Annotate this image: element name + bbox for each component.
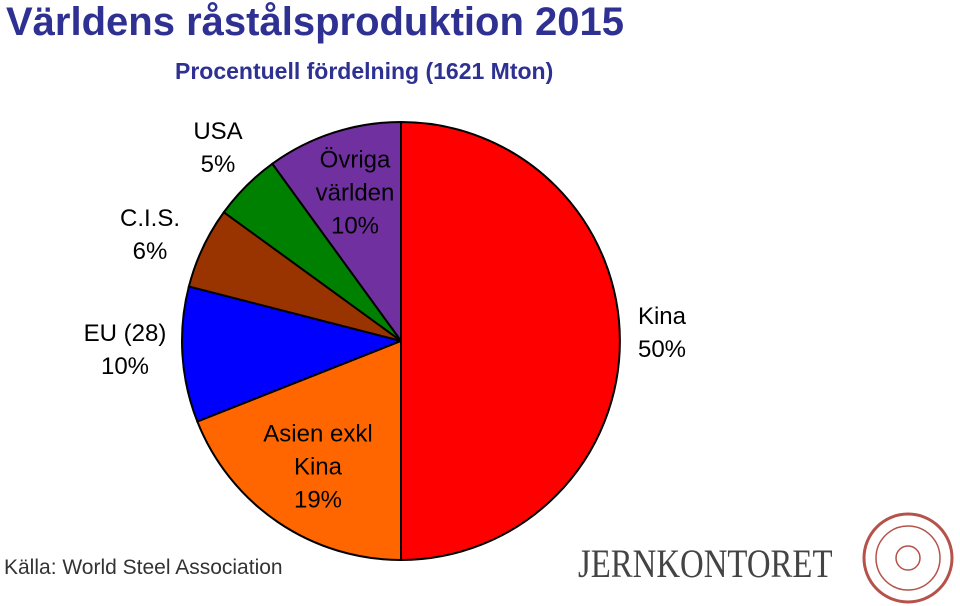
slice-label: EU (28) 10% [70, 317, 180, 383]
pie-slice [196, 339, 402, 562]
pie-slice [270, 120, 402, 345]
pie-slice [400, 120, 621, 562]
seal [862, 512, 954, 604]
slice-label: Övriga världen 10% [305, 144, 405, 243]
slice-name: Asien exkl Kina [263, 420, 373, 481]
slice-name: EU (28) [83, 320, 167, 347]
slice-value-label: 10% [330, 212, 380, 240]
slice-value-label: 10% [100, 353, 150, 380]
chart-subtitle: Procentuell fördelning (1621 Mton) [175, 58, 554, 84]
chart-title: Världens råstålsproduktion 2015 [6, 0, 625, 44]
slice-name: Kina [637, 303, 687, 330]
slice-value-label: 50% [637, 336, 687, 363]
slice-label: Asien exkl Kina 19% [253, 418, 383, 517]
slice-name: USA [193, 118, 243, 145]
pie-slice [181, 285, 405, 423]
slice-name: Övriga världen [315, 146, 395, 207]
slice-label: USA 5% [178, 115, 258, 181]
slice-value-label: 5% [200, 151, 236, 178]
source: Källa: World Steel Association [4, 556, 283, 579]
slice-label: C.I.S. 6% [110, 202, 190, 268]
slice-name: C.I.S. [119, 205, 180, 232]
slice-label: Kina 50% [617, 300, 707, 366]
slice-value-label: 19% [293, 486, 343, 514]
slice-value-label: 6% [132, 238, 168, 265]
logo: JERNKONTORET [578, 541, 833, 586]
